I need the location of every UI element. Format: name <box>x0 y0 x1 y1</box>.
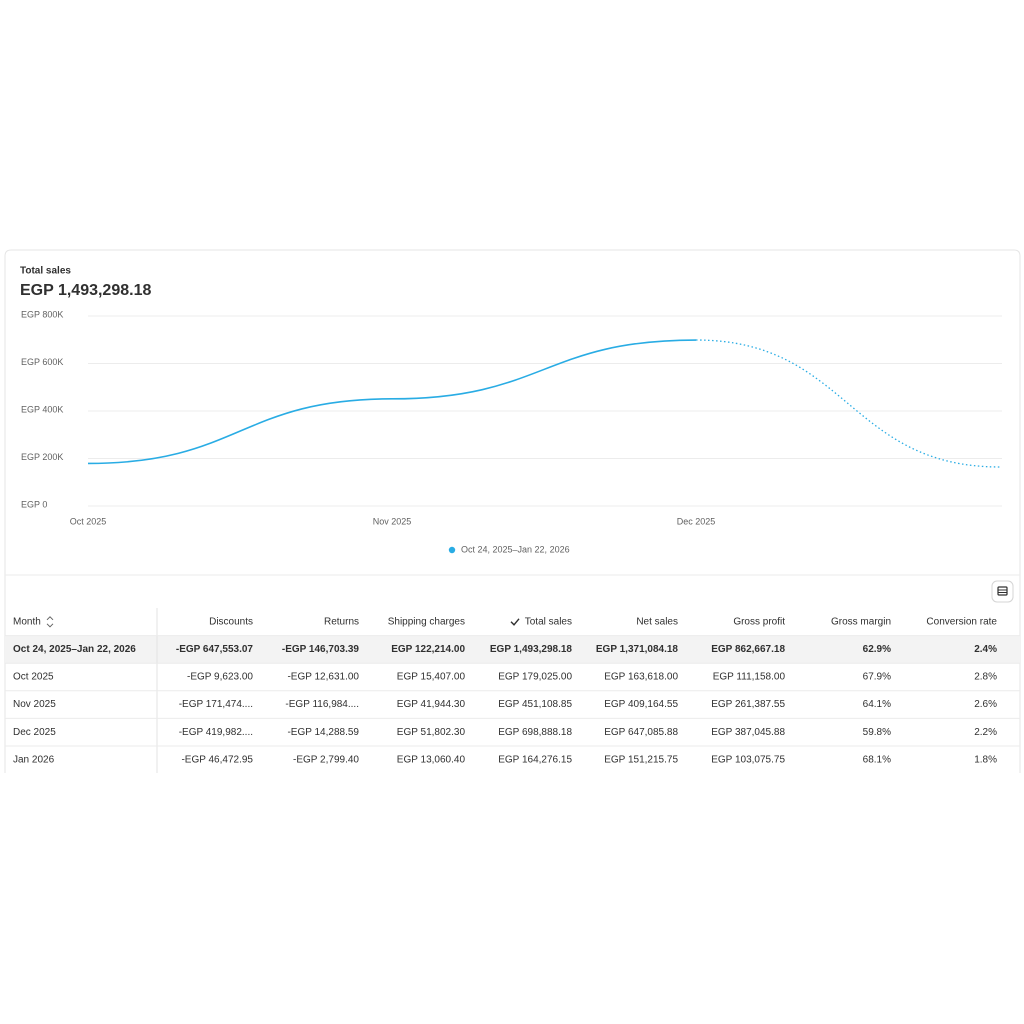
table-cell: -EGP 647,553.07 <box>176 644 254 655</box>
table-cell: EGP 409,164.55 <box>604 699 678 710</box>
table-cell: EGP 862,667.18 <box>711 644 785 655</box>
table-cell: Oct 2025 <box>13 672 54 683</box>
table-cell: -EGP 146,703.39 <box>282 644 360 655</box>
table-cell: Oct 24, 2025–Jan 22, 2026 <box>13 644 136 655</box>
series-line <box>695 339 1001 468</box>
table-cell: -EGP 116,984.... <box>285 699 359 710</box>
table-cell: Dec 2025 <box>13 727 56 738</box>
table-cell: 62.9% <box>863 644 891 655</box>
table-view-button[interactable] <box>991 580 1014 603</box>
table-cell: 59.8% <box>863 727 891 738</box>
table-cell: EGP 13,060.40 <box>397 754 466 765</box>
check-icon <box>510 618 520 626</box>
table-cell: -EGP 2,799.40 <box>293 754 359 765</box>
legend-marker <box>448 546 456 554</box>
y-tick-label: EGP 200K <box>21 452 63 462</box>
table-cell: -EGP 12,631.00 <box>287 672 359 683</box>
table-cell: 1.8% <box>974 754 997 765</box>
table-cell: EGP 41,944.30 <box>397 699 466 710</box>
column-header[interactable]: Net sales <box>636 616 678 627</box>
y-tick-label: EGP 0 <box>21 499 47 509</box>
table-cell: 2.4% <box>974 644 997 655</box>
table-cell: EGP 647,085.88 <box>604 727 678 738</box>
total-row-background <box>5 635 1020 664</box>
table-cell: EGP 179,025.00 <box>498 672 572 683</box>
table-cell: -EGP 9,623.00 <box>187 672 253 683</box>
table-cell: EGP 387,045.88 <box>711 727 785 738</box>
table-cell: 2.8% <box>974 672 997 683</box>
table-cell: -EGP 419,982.... <box>179 727 253 738</box>
column-header[interactable]: Gross margin <box>831 616 891 627</box>
button-frame[interactable] <box>991 580 1014 603</box>
column-header[interactable]: Conversion rate <box>926 616 997 627</box>
table-cell: 2.6% <box>974 699 997 710</box>
table-cell: EGP 261,387.55 <box>711 699 785 710</box>
table-cell: -EGP 14,288.59 <box>287 727 359 738</box>
table-cell: EGP 111,158.00 <box>713 672 786 683</box>
table-cell: EGP 451,108.85 <box>498 699 572 710</box>
table-cell: 68.1% <box>863 754 891 765</box>
x-tick-label: Dec 2025 <box>677 516 716 526</box>
table-cell: -EGP 171,474.... <box>179 699 253 710</box>
table-cell: EGP 151,215.75 <box>604 754 678 765</box>
column-header[interactable]: Month <box>13 616 41 627</box>
table-cell: Nov 2025 <box>13 699 56 710</box>
chart-title: Total sales <box>20 266 71 277</box>
y-tick-label: EGP 800K <box>21 309 63 319</box>
column-header[interactable]: Shipping charges <box>388 616 465 627</box>
y-tick-label: EGP 600K <box>21 357 63 367</box>
sort-icon <box>46 616 54 628</box>
column-header[interactable]: Total sales <box>525 616 572 627</box>
button-icon-lines <box>998 589 1007 593</box>
table-cell: 67.9% <box>863 672 891 683</box>
button-icon <box>997 586 1008 596</box>
table-cell: EGP 15,407.00 <box>397 672 466 683</box>
column-header[interactable]: Gross profit <box>733 616 785 627</box>
table-cell: EGP 163,618.00 <box>604 672 678 683</box>
y-tick-label: EGP 400K <box>21 404 63 414</box>
x-tick-label: Nov 2025 <box>373 516 412 526</box>
table-cell: EGP 1,493,298.18 <box>490 644 573 655</box>
table-cell: EGP 103,075.75 <box>711 754 785 765</box>
x-tick-label: Oct 2025 <box>70 516 107 526</box>
table-cell: -EGP 46,472.95 <box>181 754 253 765</box>
table-cell: EGP 51,802.30 <box>397 727 466 738</box>
table-cell: EGP 698,888.18 <box>498 727 572 738</box>
table-cell: 2.2% <box>974 727 997 738</box>
legend-label: Oct 24, 2025–Jan 22, 2026 <box>461 544 570 554</box>
table-cell: 64.1% <box>863 699 891 710</box>
total-value: EGP 1,493,298.18 <box>20 282 151 299</box>
column-header[interactable]: Discounts <box>209 616 253 627</box>
table-cell: EGP 122,214.00 <box>391 644 465 655</box>
column-header[interactable]: Returns <box>324 616 359 627</box>
table-cell: EGP 1,371,084.18 <box>596 644 679 655</box>
series-line <box>87 339 697 465</box>
table-cell: Jan 2026 <box>13 754 55 765</box>
table-cell: EGP 164,276.15 <box>498 754 572 765</box>
